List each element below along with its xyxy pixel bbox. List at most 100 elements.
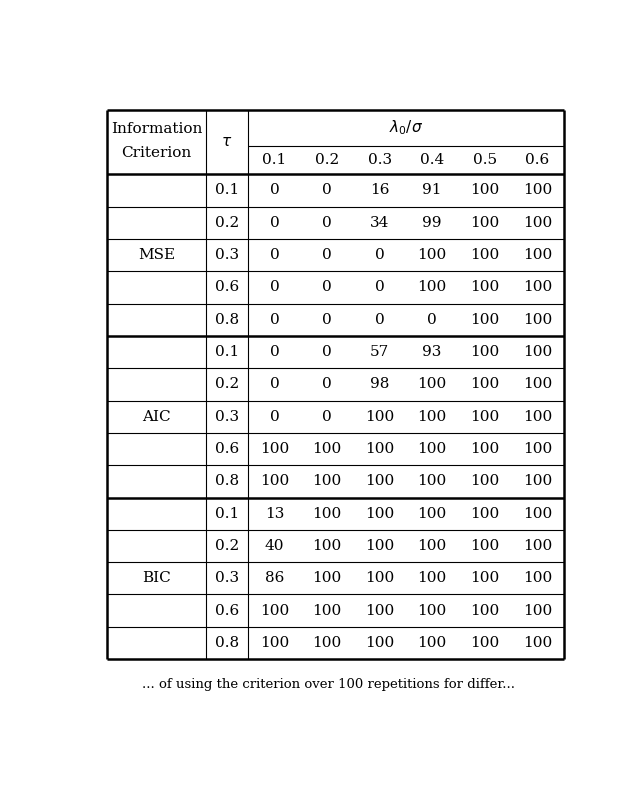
Text: 0.6: 0.6	[525, 153, 549, 167]
Text: 100: 100	[312, 474, 342, 489]
Text: 100: 100	[365, 474, 394, 489]
Text: 100: 100	[417, 571, 447, 585]
Text: 100: 100	[470, 215, 499, 230]
Text: 0.2: 0.2	[215, 215, 239, 230]
Text: 100: 100	[312, 571, 342, 585]
Text: 0.6: 0.6	[215, 442, 239, 456]
Text: 98: 98	[370, 378, 389, 391]
Text: 91: 91	[422, 184, 442, 197]
Text: 100: 100	[523, 474, 552, 489]
Text: 100: 100	[470, 378, 499, 391]
Text: 100: 100	[470, 442, 499, 456]
Text: 100: 100	[312, 442, 342, 456]
Text: 0.8: 0.8	[215, 313, 239, 327]
Text: 100: 100	[523, 313, 552, 327]
Text: AIC: AIC	[142, 409, 171, 424]
Text: 100: 100	[523, 442, 552, 456]
Text: 100: 100	[523, 215, 552, 230]
Text: 0.3: 0.3	[215, 248, 239, 262]
Text: 100: 100	[312, 604, 342, 618]
Text: 0.1: 0.1	[262, 153, 287, 167]
Text: 0.5: 0.5	[473, 153, 497, 167]
Text: 100: 100	[417, 280, 447, 295]
Text: 100: 100	[417, 507, 447, 520]
Text: 100: 100	[417, 474, 447, 489]
Text: 100: 100	[365, 636, 394, 650]
Text: 16: 16	[370, 184, 389, 197]
Text: 99: 99	[422, 215, 442, 230]
Text: 100: 100	[523, 248, 552, 262]
Text: 0: 0	[428, 313, 437, 327]
Text: 100: 100	[417, 539, 447, 553]
Text: BIC: BIC	[142, 571, 171, 585]
Text: 100: 100	[312, 636, 342, 650]
Text: 100: 100	[523, 507, 552, 520]
Text: 100: 100	[417, 442, 447, 456]
Text: 100: 100	[470, 539, 499, 553]
Text: 0.2: 0.2	[215, 378, 239, 391]
Text: 100: 100	[470, 280, 499, 295]
Text: 100: 100	[312, 539, 342, 553]
Text: 0: 0	[322, 409, 332, 424]
Text: 100: 100	[523, 539, 552, 553]
Text: 100: 100	[260, 604, 289, 618]
Text: $\lambda_0/\sigma$: $\lambda_0/\sigma$	[388, 119, 423, 137]
Text: 100: 100	[260, 636, 289, 650]
Text: 0: 0	[269, 184, 279, 197]
Text: 100: 100	[365, 507, 394, 520]
Text: 100: 100	[470, 604, 499, 618]
Text: 100: 100	[417, 604, 447, 618]
Text: 100: 100	[365, 539, 394, 553]
Text: 100: 100	[523, 604, 552, 618]
Text: 100: 100	[470, 184, 499, 197]
Text: 0.6: 0.6	[215, 604, 239, 618]
Text: 0: 0	[269, 313, 279, 327]
Text: 100: 100	[312, 507, 342, 520]
Text: 100: 100	[470, 571, 499, 585]
Text: 100: 100	[523, 280, 552, 295]
Text: 34: 34	[370, 215, 389, 230]
Text: 0.3: 0.3	[215, 571, 239, 585]
Text: 0: 0	[269, 409, 279, 424]
Text: 0: 0	[269, 378, 279, 391]
Text: 40: 40	[265, 539, 284, 553]
Text: 100: 100	[470, 313, 499, 327]
Text: 0: 0	[322, 184, 332, 197]
Text: 0.2: 0.2	[315, 153, 339, 167]
Text: 100: 100	[365, 604, 394, 618]
Text: 0.1: 0.1	[215, 184, 239, 197]
Text: 86: 86	[265, 571, 284, 585]
Text: 0.8: 0.8	[215, 474, 239, 489]
Text: 0.3: 0.3	[367, 153, 392, 167]
Text: 100: 100	[470, 636, 499, 650]
Text: 0: 0	[269, 280, 279, 295]
Text: 100: 100	[523, 378, 552, 391]
Text: 100: 100	[470, 507, 499, 520]
Text: 100: 100	[365, 442, 394, 456]
Text: 0: 0	[322, 378, 332, 391]
Text: 100: 100	[260, 442, 289, 456]
Text: 100: 100	[523, 184, 552, 197]
Text: 100: 100	[523, 636, 552, 650]
Text: $\tau$: $\tau$	[221, 135, 232, 150]
Text: 0: 0	[269, 248, 279, 262]
Text: 0.6: 0.6	[215, 280, 239, 295]
Text: 100: 100	[470, 474, 499, 489]
Text: 0: 0	[269, 345, 279, 359]
Text: Criterion: Criterion	[122, 147, 191, 160]
Text: 100: 100	[417, 409, 447, 424]
Text: 0: 0	[322, 345, 332, 359]
Text: Information: Information	[111, 122, 202, 136]
Text: 0: 0	[374, 280, 385, 295]
Text: 0.2: 0.2	[215, 539, 239, 553]
Text: 100: 100	[417, 378, 447, 391]
Text: 0: 0	[374, 313, 385, 327]
Text: MSE: MSE	[138, 248, 175, 262]
Text: ... of using the criterion over 100 repetitions for differ...: ... of using the criterion over 100 repe…	[141, 678, 515, 691]
Text: 100: 100	[417, 248, 447, 262]
Text: 0: 0	[322, 280, 332, 295]
Text: 100: 100	[365, 571, 394, 585]
Text: 0.3: 0.3	[215, 409, 239, 424]
Text: 100: 100	[365, 409, 394, 424]
Text: 0.8: 0.8	[215, 636, 239, 650]
